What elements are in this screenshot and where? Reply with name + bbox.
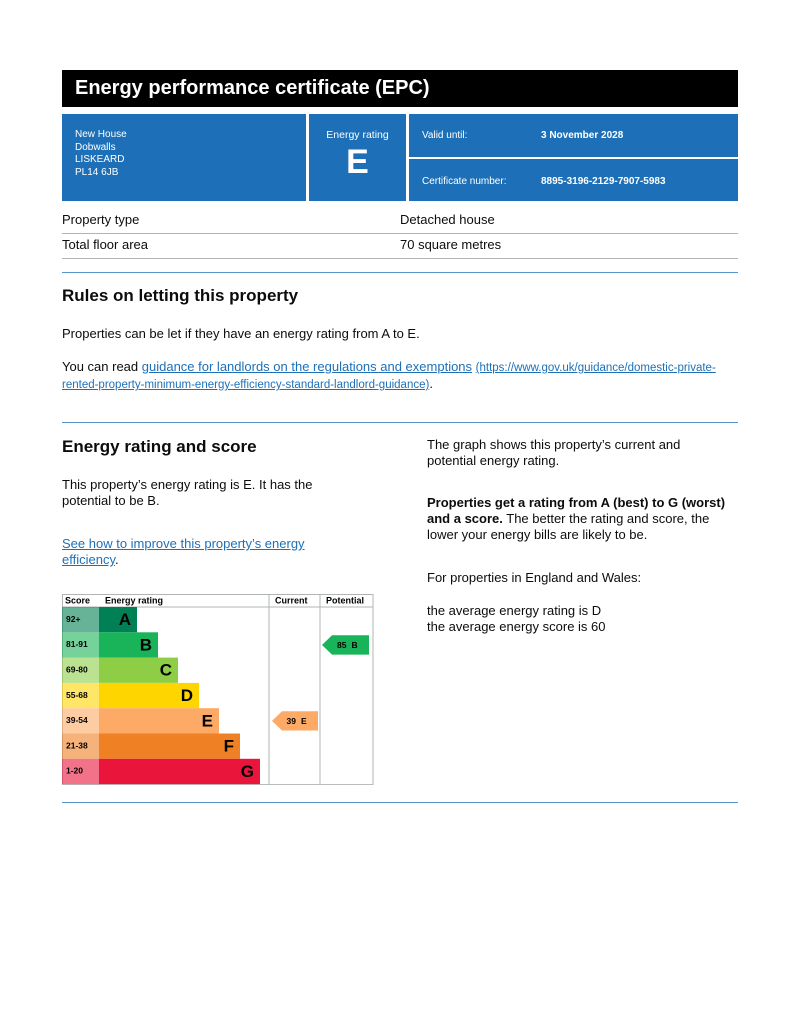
rating-box: Energy rating E — [309, 114, 406, 201]
band-letter: E — [202, 711, 213, 730]
address-line: New House — [75, 129, 127, 140]
paragraph: For properties in England and Wales: — [427, 570, 642, 585]
title: Energy performance certificate (EPC) — [62, 70, 738, 107]
divider — [62, 422, 738, 423]
rating-band — [99, 657, 178, 683]
property-row: Property type Detached house — [62, 209, 738, 234]
score-range: 55-68 — [66, 690, 88, 700]
band-letter: B — [140, 635, 152, 654]
band-letter: F — [224, 737, 234, 756]
potential-letter: B — [352, 640, 358, 650]
section-title: Rules on letting this property — [62, 286, 299, 305]
text: . — [429, 376, 433, 391]
column-header: Energy rating — [105, 595, 163, 605]
score-range: 92+ — [66, 614, 80, 624]
score-range: 1-20 — [66, 766, 83, 776]
rating-band — [99, 682, 199, 709]
paragraph: the average energy score is 60 — [427, 619, 606, 634]
valid-until: Valid until: 3 November 2028 — [409, 114, 738, 157]
certificate-number: Certificate number: 8895-3196-2129-7907-… — [409, 159, 738, 201]
address-line: Dobwalls — [75, 141, 116, 153]
band-letter: G — [241, 762, 254, 781]
value: 8895-3196-2129-7907-5983 — [541, 176, 666, 187]
text: You can read — [62, 359, 142, 374]
score-cell — [62, 657, 99, 683]
score-cell — [62, 607, 99, 633]
address-line: LISKEARD — [75, 154, 125, 165]
label: Valid until: — [422, 130, 468, 141]
score-cell — [62, 632, 99, 658]
epc-graph: Score Energy rating Current Potential 92+ A 81… — [62, 594, 374, 785]
text: . — [115, 552, 119, 567]
rating-band — [99, 708, 219, 734]
band-letter: C — [160, 661, 172, 680]
link[interactable]: See how to improve this property’s energ… — [62, 536, 305, 567]
current-letter: E — [301, 716, 307, 726]
paragraph: This property’s energy rating is E. It h… — [62, 477, 313, 508]
current-arrow — [272, 711, 318, 731]
property-row: Total floor area 70 square metres — [62, 234, 738, 259]
address: New House Dobwalls LISKEARD PL14 6JB — [62, 114, 306, 201]
paragraph: See how to improve this property’s energ… — [62, 536, 322, 568]
paragraph: Properties can be let if they have an en… — [62, 326, 420, 341]
score-range: 69-80 — [66, 665, 88, 675]
rating-band — [99, 632, 158, 658]
potential-score: 85 — [337, 640, 347, 650]
bold-text: Properties get a rating from A (best) to… — [427, 495, 726, 526]
rating-value: E — [346, 143, 369, 181]
divider — [62, 272, 738, 273]
value: 3 November 2028 — [541, 130, 624, 141]
score-range: 21-38 — [66, 740, 88, 750]
label: Total floor area — [62, 237, 148, 252]
score-range: 81-91 — [66, 639, 88, 649]
rating-band — [99, 758, 260, 785]
column-header: Potential — [326, 595, 364, 605]
link[interactable]: guidance for landlords on the regulation… — [141, 359, 473, 374]
address-line: PL14 6JB — [75, 166, 119, 178]
link-url[interactable]: (https://www.gov.uk/guidance/domestic-pr… — [62, 362, 716, 391]
score-range: 39-54 — [66, 715, 88, 725]
paragraph: You can read guidance for landlords on t… — [62, 359, 722, 393]
column-header: Score — [65, 595, 90, 605]
label: Property type — [62, 212, 140, 227]
paragraph: the average energy rating is D — [427, 603, 602, 618]
value: 70 square metres — [400, 237, 502, 252]
score-cell — [62, 733, 99, 759]
divider — [62, 802, 738, 803]
column-header: Current — [275, 595, 308, 605]
score-cell — [62, 758, 99, 785]
rating-band — [99, 607, 137, 633]
band-letter: D — [181, 686, 193, 705]
potential-arrow — [322, 635, 369, 655]
rating-band — [99, 733, 240, 759]
value: Detached house — [400, 212, 495, 227]
text: The better the rating and score, the low… — [427, 511, 710, 542]
label: Certificate number: — [422, 176, 507, 187]
score-cell — [62, 682, 99, 709]
band-letter: A — [119, 610, 131, 629]
current-score: 39 — [287, 716, 297, 726]
paragraph: The graph shows this property’s current … — [427, 437, 681, 468]
score-cell — [62, 708, 99, 734]
rating-label: Energy rating — [326, 129, 389, 141]
paragraph: Properties get a rating from A (best) to… — [427, 495, 737, 543]
section-title: Energy rating and score — [62, 437, 257, 456]
